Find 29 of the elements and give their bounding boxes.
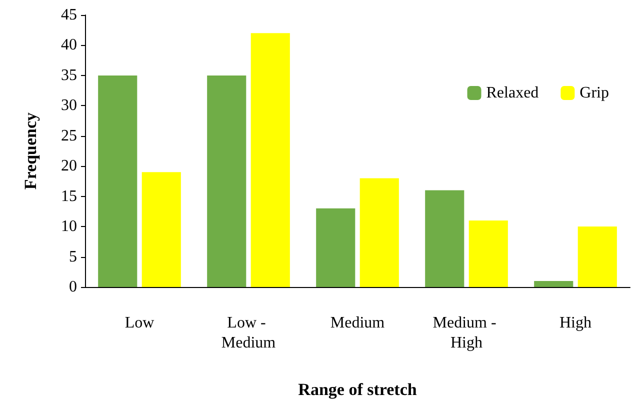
- x-tick-label: Medium - High: [432, 314, 500, 352]
- y-axis-title: Frequency: [21, 112, 40, 190]
- bar: [98, 75, 138, 287]
- bar: [425, 190, 464, 287]
- y-tick-label: 45: [61, 6, 77, 24]
- x-tick-label: High: [560, 314, 592, 332]
- bar: [360, 178, 399, 287]
- legend-label: Grip: [580, 84, 609, 102]
- bar: [578, 226, 617, 287]
- y-tick-label: 40: [61, 36, 77, 54]
- y-tick-label: 25: [61, 127, 77, 144]
- x-tick-label: Low - Medium: [221, 314, 276, 352]
- bar: [142, 172, 181, 287]
- legend-label: Relaxed: [486, 84, 539, 102]
- bar: [468, 220, 508, 287]
- bar: [534, 280, 574, 287]
- y-tick-label: 0: [69, 278, 77, 296]
- y-tick-label: 20: [61, 158, 77, 175]
- y-tick-label: 5: [69, 248, 77, 266]
- bar: [316, 208, 356, 287]
- y-tick-label: 30: [61, 97, 77, 114]
- x-tick-label: Low: [124, 314, 155, 332]
- bar: [207, 75, 246, 287]
- bar: [250, 33, 290, 287]
- y-tick-label: 15: [61, 188, 77, 205]
- y-tick-label: 35: [61, 66, 77, 84]
- x-axis-title: Range of stretch: [298, 380, 418, 399]
- x-tick-label: Medium: [330, 314, 386, 332]
- y-tick-label: 10: [61, 218, 77, 236]
